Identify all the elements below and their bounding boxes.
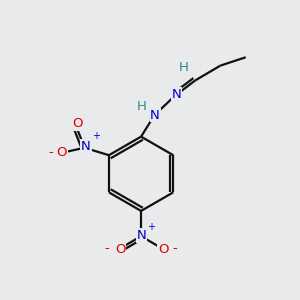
Text: -: - [48, 146, 53, 159]
Text: O: O [56, 146, 67, 159]
Text: H: H [179, 61, 189, 74]
Text: +: + [92, 131, 100, 142]
Text: N: N [150, 109, 160, 122]
Text: O: O [158, 243, 168, 256]
Text: +: + [148, 222, 155, 232]
Text: N: N [81, 140, 91, 153]
Text: O: O [72, 117, 83, 130]
Text: -: - [172, 242, 177, 255]
Text: H: H [137, 100, 147, 113]
Text: N: N [172, 88, 182, 101]
Text: -: - [105, 242, 110, 255]
Text: O: O [115, 243, 125, 256]
Text: N: N [137, 229, 147, 242]
